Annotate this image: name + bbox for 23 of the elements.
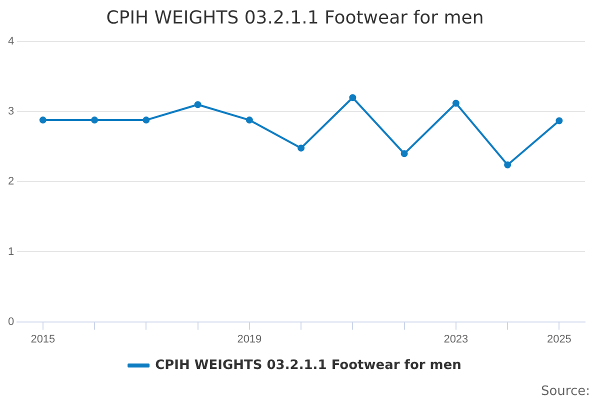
point [504,161,512,168]
legend-label: CPIH WEIGHTS 03.2.1.1 Footwear for men [155,358,462,373]
point [246,116,253,124]
y-tick-label: 2 [8,176,14,188]
x-tick-label: 2025 [546,333,572,346]
point [39,116,46,124]
point [91,116,98,124]
y-tick-label: 3 [8,106,14,118]
source-note: Source: [540,384,590,399]
point [452,100,460,107]
x-tick-label: 2023 [444,333,468,346]
point [298,144,305,152]
point [142,116,150,124]
point [556,117,563,124]
y-tick-label: 0 [8,316,14,328]
y-tick-label: 4 [8,36,14,48]
chart-title: CPIH WEIGHTS 03.2.1.1 Footwear for men [106,7,484,28]
x-tick-label: 2015 [30,333,56,346]
point [349,94,356,102]
y-tick-label: 1 [8,246,14,258]
x-tick-label: 2019 [237,333,262,346]
point [400,150,408,158]
point [194,101,202,108]
